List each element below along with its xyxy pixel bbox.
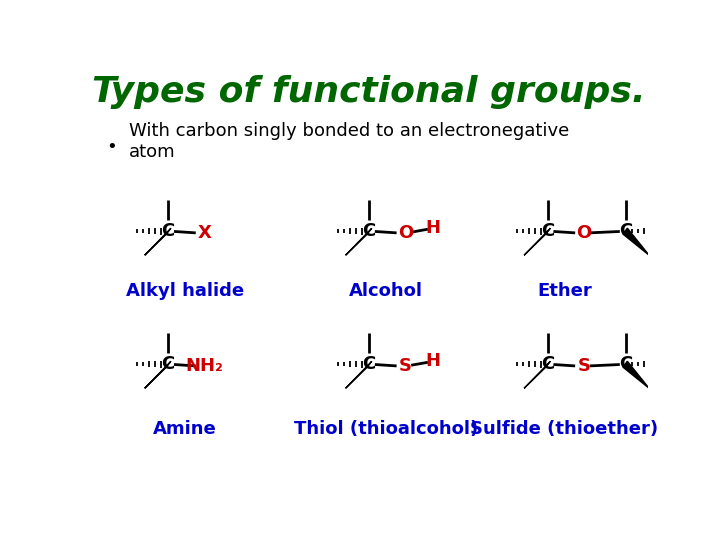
Text: X: X	[197, 224, 212, 242]
Polygon shape	[524, 361, 550, 388]
Text: C: C	[362, 222, 376, 240]
Polygon shape	[524, 228, 550, 255]
Text: C: C	[362, 355, 376, 373]
Text: O: O	[576, 224, 591, 242]
Text: S: S	[577, 357, 590, 375]
Text: Ether: Ether	[537, 282, 592, 300]
Text: Types of functional groups.: Types of functional groups.	[92, 75, 646, 109]
Text: Amine: Amine	[153, 420, 217, 437]
Text: Alkyl halide: Alkyl halide	[126, 282, 244, 300]
Polygon shape	[346, 361, 372, 388]
Text: C: C	[619, 222, 632, 240]
Text: •: •	[107, 138, 117, 156]
Text: atom: atom	[129, 143, 176, 161]
Text: C: C	[619, 355, 632, 373]
Polygon shape	[623, 361, 649, 388]
Polygon shape	[145, 361, 171, 388]
Polygon shape	[346, 228, 372, 255]
Polygon shape	[623, 228, 649, 255]
Text: S: S	[399, 357, 412, 375]
Text: With carbon singly bonded to an electronegative: With carbon singly bonded to an electron…	[129, 123, 570, 140]
Text: O: O	[397, 224, 413, 242]
Text: C: C	[161, 222, 175, 240]
Text: Sulfide (thioether): Sulfide (thioether)	[470, 420, 658, 437]
Text: C: C	[541, 355, 554, 373]
Text: Alcohol: Alcohol	[348, 282, 423, 300]
Text: Thiol (thioalcohol): Thiol (thioalcohol)	[294, 420, 478, 437]
Text: H: H	[426, 352, 441, 370]
Text: NH₂: NH₂	[186, 357, 223, 375]
Text: H: H	[426, 219, 441, 237]
Text: C: C	[541, 222, 554, 240]
Polygon shape	[145, 228, 171, 255]
Text: C: C	[161, 355, 175, 373]
